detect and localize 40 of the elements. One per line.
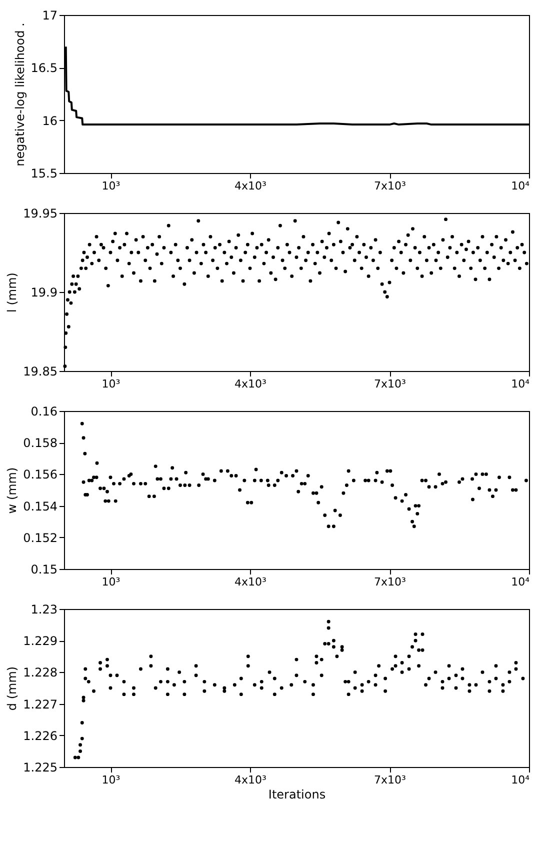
y-tick-label: 17 (42, 8, 58, 22)
y-tick-label: 0.158 (23, 436, 58, 450)
x-tick-label: 10⁴ (511, 774, 530, 786)
y-tick-label: 0.15 (30, 562, 58, 576)
y-tick-label: 19.9 (30, 286, 58, 300)
y-tick-label: 1.227 (23, 697, 58, 712)
x-tick-label: 10⁴ (511, 576, 530, 588)
x-tick-label: 4x10³ (234, 774, 266, 786)
y-tick-label: 16.5 (30, 61, 58, 76)
y-axis-title: negative-log likelihood . (12, 22, 27, 166)
y-tick-label: 15.5 (30, 166, 58, 180)
x-tick-label: 10³ (102, 774, 120, 786)
x-tick-label: 7x10³ (374, 378, 406, 390)
y-axis-title: w (mm) (5, 467, 20, 514)
y-tick-label: 16 (42, 114, 58, 128)
x-tick-label: 4x10³ (234, 576, 266, 588)
x-axis-title: Iterations (268, 788, 326, 802)
x-tick-label: 10⁴ (511, 180, 530, 192)
x-tick-label: 10³ (102, 180, 120, 192)
x-tick-label: 10³ (102, 378, 120, 390)
x-tick-label: 4x10³ (234, 180, 266, 192)
y-axis-title: d (mm) (5, 666, 20, 711)
y-tick-label: 19.85 (23, 364, 58, 378)
y-tick-label: 0.16 (30, 404, 58, 418)
y-tick-label: 0.154 (23, 499, 58, 514)
x-tick-label: 7x10³ (374, 774, 406, 786)
x-tick-label: 10³ (102, 576, 120, 588)
y-tick-label: 1.228 (23, 666, 58, 680)
y-tick-label: 1.23 (30, 602, 58, 616)
y-tick-label: 19.95 (23, 206, 58, 220)
y-tick-label: 1.229 (23, 634, 58, 648)
y-tick-label: 1.226 (23, 728, 58, 743)
x-tick-label: 7x10³ (374, 180, 406, 192)
x-tick-label: 7x10³ (374, 576, 406, 588)
y-tick-label: 0.156 (23, 468, 58, 482)
y-tick-label: 0.152 (23, 530, 58, 545)
y-tick-label: 1.225 (23, 760, 58, 774)
x-tick-label: 4x10³ (234, 378, 266, 390)
y-axis-title: l (mm) (5, 272, 20, 312)
x-tick-label: 10⁴ (511, 378, 530, 390)
